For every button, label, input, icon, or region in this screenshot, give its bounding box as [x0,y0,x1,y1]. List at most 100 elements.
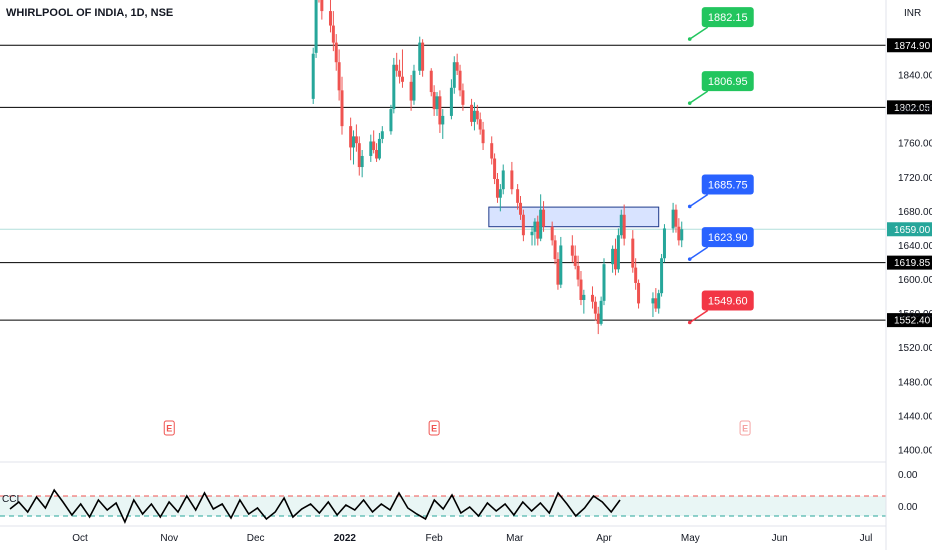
candle-body [616,235,620,270]
candles [311,0,684,335]
candle-body [671,209,675,229]
cci-indicator: 0.00 0.00 [0,470,918,525]
earnings-label: E [166,424,172,434]
price-tick-label: 1480.00 [898,377,932,388]
candle-body [475,110,479,120]
price-tick-label: 1560.00 [898,309,932,320]
candle-body [631,238,635,268]
price-tick-label: 1640.00 [898,241,932,252]
callouts[interactable]: 1882.15 1806.95 1685.75 1623.90 1549.60 [687,7,754,325]
cci-line [9,488,621,525]
candle-body [369,141,373,156]
cci-band-fill [0,496,886,516]
candle-body [602,264,606,301]
time-tick-label: Jul [860,533,873,544]
candle-body [432,92,436,110]
candle-body [622,214,626,239]
earnings-icon[interactable] [163,420,175,436]
cci-tick-label: 0.00 [898,502,918,513]
candle-body [337,62,341,91]
level-price-tag [887,255,932,270]
callout-box[interactable] [701,290,754,311]
candle-body [409,81,413,101]
candle-body [576,265,580,280]
candle-body [435,96,439,110]
candle-body [331,25,335,43]
callout-box[interactable] [701,71,754,92]
candle-body [553,240,557,260]
candle-body [542,209,546,227]
candle-body [498,189,502,198]
callout-anchor [687,204,692,209]
callout-label: 1806.95 [708,76,748,88]
candle-body [590,294,594,302]
candle-body [429,70,433,93]
currency-label[interactable]: INR [904,8,921,19]
price-tick-label: 1600.00 [898,275,932,286]
level-price-label: 1552.40 [894,316,931,327]
candle-body [320,0,324,12]
time-tick-label: Dec [247,533,265,544]
cci-tick-label: 0.00 [898,470,918,481]
callout-anchor [687,37,692,41]
candle-body [461,90,465,105]
candle-body [352,136,356,148]
candle-body [380,131,384,139]
candle-body [654,298,658,309]
callout-pointer [689,309,709,324]
earnings-icon[interactable] [739,420,751,436]
callout-pointer [689,90,709,104]
price-axis[interactable]: 1400.00 1440.00 1480.00 1520.00 1560.00 1600.… [885,0,932,550]
candle-body [530,231,534,236]
candle-body [539,209,543,239]
last-price-label: 1659.00 [894,225,931,236]
time-tick-label: 2022 [334,533,357,544]
candle-body [328,11,332,26]
callout-box[interactable] [701,7,754,28]
price-zone[interactable] [488,206,660,228]
candle-body [593,301,597,314]
candle-body [412,70,416,101]
candle-body [521,214,525,236]
candle-body [472,110,476,122]
callout-box[interactable] [701,227,754,248]
callout-pointer [689,246,709,260]
candle-body [389,109,393,132]
candle-body [395,64,399,71]
last-price-tag [887,222,932,237]
time-axis[interactable]: Oct Nov Dec 2022 Feb Mar Apr May Jun Jul [0,525,886,544]
zone-box[interactable] [488,206,660,228]
candle-body [438,96,442,125]
candle-body [556,259,560,285]
candle-body [481,129,485,144]
time-tick-label: Jun [772,533,788,544]
candle-body [662,228,666,259]
callout-box[interactable] [701,174,754,195]
price-tick-label: 1520.00 [898,343,932,354]
level-price-label: 1619.85 [894,258,931,269]
candle-body [516,189,520,203]
callout-label: 1685.75 [708,179,748,191]
candle-body [519,202,523,215]
candle-body [493,158,497,179]
earnings-icon[interactable] [428,420,440,436]
candle-body [674,209,678,227]
level-price-label: 1874.90 [894,41,931,52]
candle-body [619,214,623,236]
callout-pointer [689,26,709,40]
price-tick-label: 1840.00 [898,71,932,82]
callout-pointer [689,193,709,208]
earnings-label: E [431,424,437,434]
candle-body [314,0,318,53]
candle-body [533,221,537,232]
candle-body [501,170,505,190]
candle-body [398,70,402,77]
candle-body [357,143,361,168]
candle-body [536,221,540,239]
candle-body [490,143,494,159]
callout-anchor [687,257,692,261]
candle-body [634,267,638,283]
candle-body [651,298,655,304]
